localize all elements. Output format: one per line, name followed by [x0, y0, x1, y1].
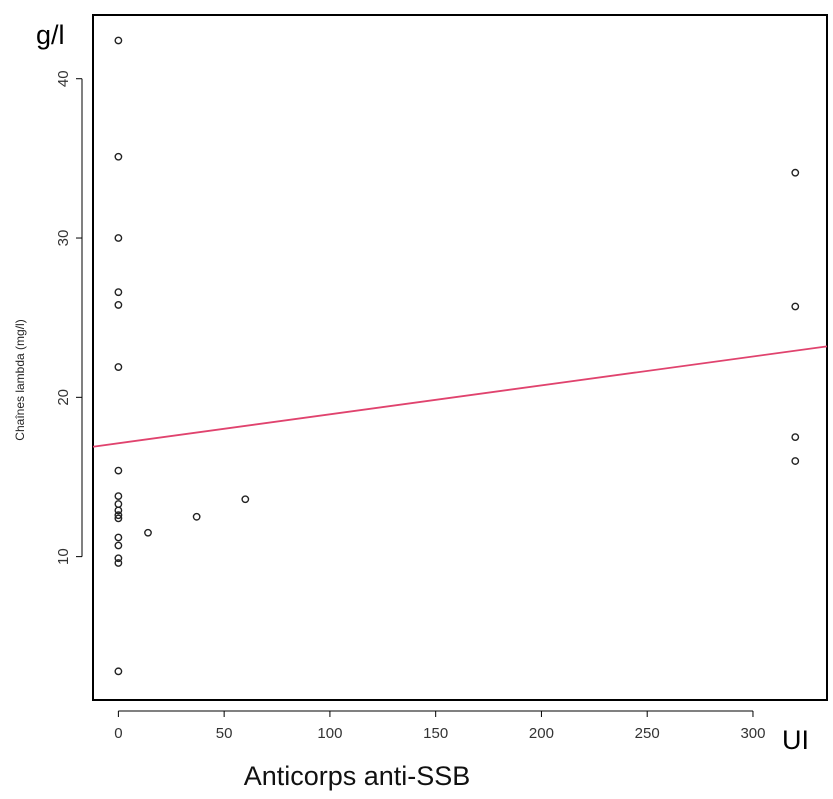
data-point	[114, 554, 123, 563]
data-point	[114, 466, 123, 475]
data-point	[114, 288, 123, 297]
data-point	[114, 511, 123, 520]
data-point	[192, 512, 201, 521]
data-point	[144, 528, 152, 537]
y-unit-label: g/l	[36, 20, 65, 50]
data-point	[791, 302, 800, 311]
data-point	[241, 495, 250, 504]
y-axis-label: Chaînes lambda (mg/l)	[13, 319, 27, 440]
data-point	[791, 168, 800, 177]
data-point	[791, 457, 800, 465]
y-axis: 10 20 30 40	[55, 70, 83, 565]
data-point	[114, 36, 123, 45]
y-tick-label: 40	[55, 70, 72, 87]
x-tick-label: 250	[635, 725, 660, 742]
data-point	[114, 559, 123, 567]
y-tick-label: 30	[55, 230, 72, 247]
regression-layer	[92, 345, 828, 448]
x-axis-label: Anticorps anti-SSB	[244, 761, 471, 791]
x-unit-label: UI	[782, 725, 809, 755]
data-point	[114, 152, 123, 161]
data-point	[114, 301, 123, 309]
x-tick-label: 50	[216, 725, 233, 742]
x-tick-label: 100	[317, 725, 342, 742]
data-point	[114, 492, 123, 500]
data-point	[114, 506, 123, 515]
points-layer	[114, 36, 800, 676]
data-point	[114, 514, 123, 523]
x-tick-label: 0	[114, 725, 122, 742]
regression-line	[92, 345, 828, 448]
x-tick-label: 150	[423, 725, 448, 742]
data-point	[114, 363, 123, 371]
plot-frame	[92, 14, 828, 701]
data-point	[114, 533, 123, 542]
data-point	[791, 433, 800, 442]
data-point	[114, 541, 123, 550]
x-axis: 0 50 100 150 200 250 300	[114, 710, 765, 742]
y-tick-label: 20	[55, 389, 72, 406]
y-tick-label: 10	[55, 548, 72, 565]
data-point	[114, 667, 123, 676]
data-point	[114, 234, 123, 242]
x-tick-label: 200	[529, 725, 554, 742]
x-tick-label: 300	[740, 725, 765, 742]
data-point	[114, 500, 123, 508]
